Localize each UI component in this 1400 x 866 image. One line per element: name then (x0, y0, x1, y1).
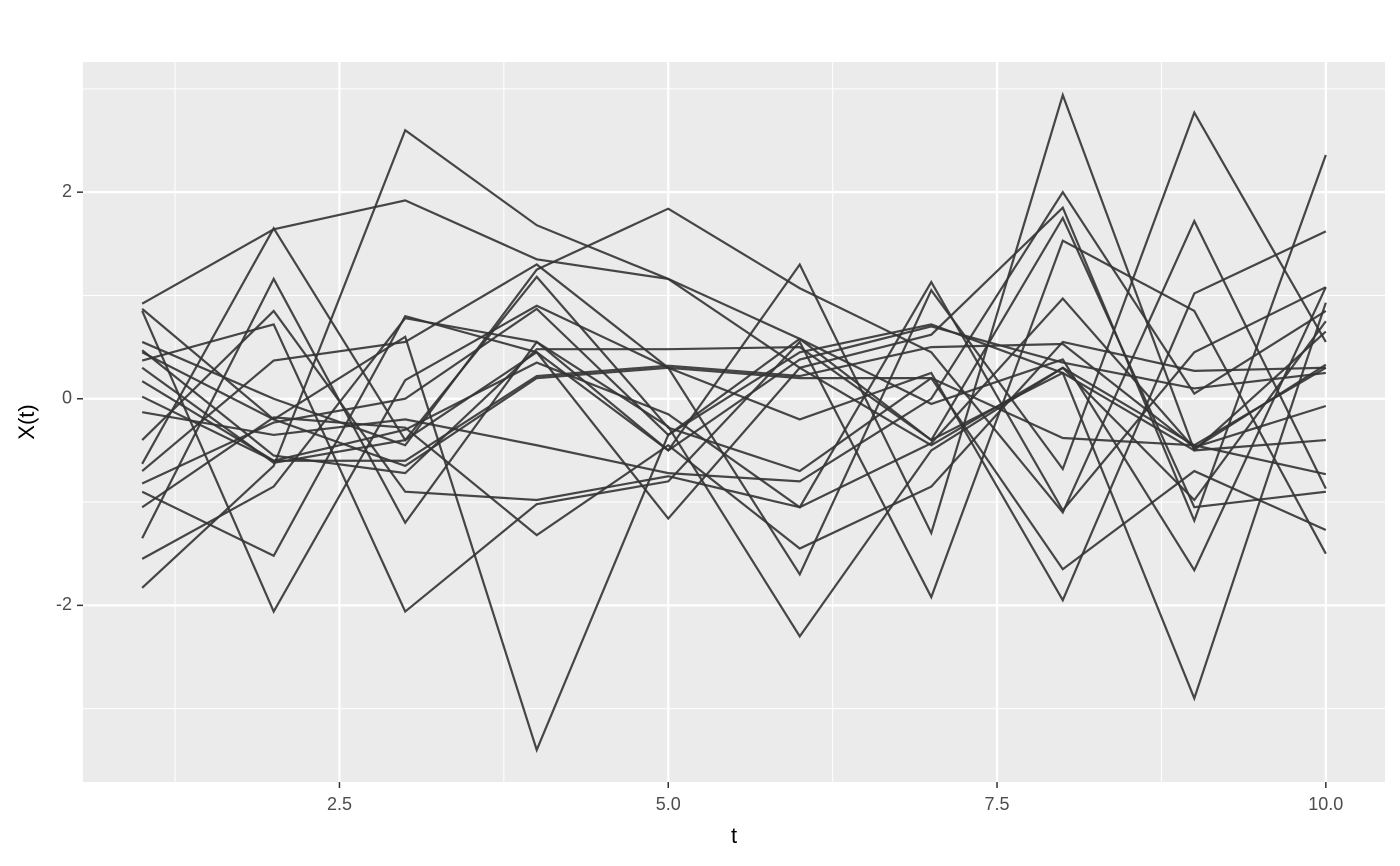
y-tick-label: -2 (56, 594, 72, 614)
series-line (141, 199, 1327, 447)
y-tick-label: 0 (62, 388, 72, 408)
y-axis-title: X(t) (14, 404, 39, 439)
series-line (141, 230, 1327, 603)
series-line (141, 239, 1327, 614)
series-line (141, 190, 1327, 483)
series-line (141, 226, 1327, 476)
x-tick-label: 7.5 (985, 794, 1010, 814)
series-line (141, 340, 1326, 550)
series-line (141, 110, 1327, 615)
series-line (141, 215, 1326, 509)
x-tick-label: 10.0 (1308, 794, 1343, 814)
x-axis-title: t (731, 823, 737, 848)
series-line (141, 286, 1327, 573)
y-tick-label: 2 (62, 181, 72, 201)
x-tick-label: 5.0 (656, 794, 681, 814)
series-line (141, 325, 1326, 464)
series-line (141, 128, 1327, 589)
series-line (141, 308, 1327, 571)
series-line (141, 316, 1327, 639)
x-tick-label: 2.5 (327, 794, 352, 814)
series-line (141, 342, 1327, 462)
series-line (141, 279, 1327, 513)
